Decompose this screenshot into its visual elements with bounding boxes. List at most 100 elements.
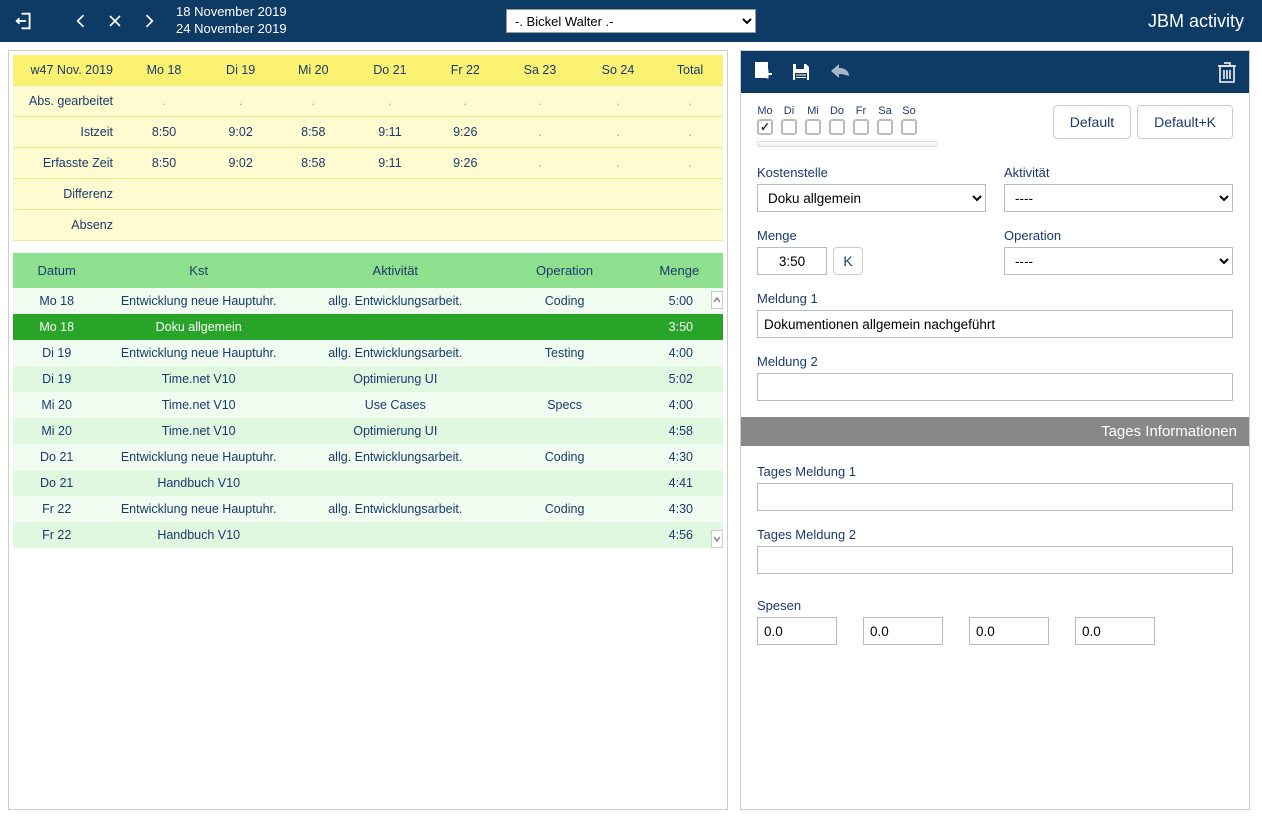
activity-row[interactable]: Fr 22Handbuch V104:56 xyxy=(13,522,723,548)
spesen-input[interactable] xyxy=(1075,617,1155,645)
day-checkbox[interactable] xyxy=(901,119,917,135)
activity-cell xyxy=(297,314,494,340)
day-box: Mo xyxy=(757,105,773,135)
day-checkbox[interactable] xyxy=(877,119,893,135)
summary-cell: . xyxy=(276,86,350,117)
new-icon[interactable] xyxy=(753,61,773,83)
right-panel: MoDiMiDoFrSaSo Default Default+K Kostens… xyxy=(740,50,1250,810)
activity-header[interactable]: Menge xyxy=(636,253,723,288)
activity-cell: Entwicklung neue Hauptuhr. xyxy=(100,444,297,470)
activity-cell: 4:41 xyxy=(636,470,723,496)
day-box: Do xyxy=(829,105,845,135)
summary-cell xyxy=(430,210,501,241)
activity-cell: Fr 22 xyxy=(13,522,100,548)
activity-row[interactable]: Mo 18Doku allgemein3:50 xyxy=(13,314,723,340)
activity-cell: Di 19 xyxy=(13,340,100,366)
summary-cell: . xyxy=(205,86,276,117)
summary-cell xyxy=(123,210,205,241)
summary-cell: . xyxy=(501,117,579,148)
header-nav-icons xyxy=(8,4,166,38)
aktivitaet-select[interactable]: ---- xyxy=(1004,184,1233,212)
activity-header[interactable]: Operation xyxy=(494,253,636,288)
summary-cell: 9:02 xyxy=(205,117,276,148)
summary-cell: . xyxy=(350,86,429,117)
activity-cell: Testing xyxy=(494,340,636,366)
tm1-input[interactable] xyxy=(757,483,1233,511)
left-panel: w47 Nov. 2019Mo 18Di 19Mi 20Do 21Fr 22Sa… xyxy=(8,50,728,810)
activity-row[interactable]: Do 21Handbuch V104:41 xyxy=(13,470,723,496)
summary-cell: 9:11 xyxy=(350,148,429,179)
logout-icon[interactable] xyxy=(8,4,42,38)
summary-cell xyxy=(657,179,723,210)
summary-day-header: So 24 xyxy=(579,55,657,86)
day-label: Do xyxy=(830,105,844,117)
activity-cell: Handbuch V10 xyxy=(100,522,297,548)
operation-select[interactable]: ---- xyxy=(1004,247,1233,275)
save-icon[interactable] xyxy=(791,62,811,82)
day-checkbox[interactable] xyxy=(805,119,821,135)
meldung1-input[interactable] xyxy=(757,310,1233,338)
activity-row[interactable]: Fr 22Entwicklung neue Hauptuhr.allg. Ent… xyxy=(13,496,723,522)
activity-header[interactable]: Kst xyxy=(100,253,297,288)
kostenstelle-select[interactable]: Doku allgemein xyxy=(757,184,986,212)
activity-cell: Specs xyxy=(494,392,636,418)
day-label: Mo xyxy=(757,105,772,117)
activity-row[interactable]: Di 19Time.net V10Optimierung UI5:02 xyxy=(13,366,723,392)
summary-cell: 9:26 xyxy=(430,117,501,148)
day-checkbox[interactable] xyxy=(829,119,845,135)
activity-row[interactable]: Do 21Entwicklung neue Hauptuhr.allg. Ent… xyxy=(13,444,723,470)
date-range: 18 November 2019 24 November 2019 xyxy=(176,4,287,38)
summary-cell: 9:11 xyxy=(350,117,429,148)
summary-cell: 8:50 xyxy=(123,148,205,179)
summary-cell: 8:58 xyxy=(276,148,350,179)
activity-cell: 4:58 xyxy=(636,418,723,444)
menge-input[interactable] xyxy=(757,247,827,275)
meldung2-label: Meldung 2 xyxy=(757,354,1233,369)
day-checkbox[interactable] xyxy=(781,119,797,135)
day-checkbox[interactable] xyxy=(853,119,869,135)
activity-row[interactable]: Mi 20Time.net V10Use CasesSpecs4:00 xyxy=(13,392,723,418)
activity-row[interactable]: Mi 20Time.net V10Optimierung UI4:58 xyxy=(13,418,723,444)
summary-cell xyxy=(350,179,429,210)
today-icon[interactable] xyxy=(98,4,132,38)
user-select[interactable]: -. Bickel Walter .- xyxy=(506,9,756,33)
meldung2-input[interactable] xyxy=(757,373,1233,401)
activity-header[interactable]: Aktivität xyxy=(297,253,494,288)
activity-row[interactable]: Mo 18Entwicklung neue Hauptuhr.allg. Ent… xyxy=(13,288,723,314)
day-slider[interactable] xyxy=(757,141,937,147)
summary-day-header: Mo 18 xyxy=(123,55,205,86)
spesen-input[interactable] xyxy=(863,617,943,645)
activity-header[interactable]: Datum xyxy=(13,253,100,288)
day-checkbox[interactable] xyxy=(757,119,773,135)
menge-k-button[interactable]: K xyxy=(833,247,863,275)
scroll-down-indicator[interactable] xyxy=(711,530,723,548)
summary-day-header: Fr 22 xyxy=(430,55,501,86)
activity-cell: Mi 20 xyxy=(13,392,100,418)
delete-icon[interactable] xyxy=(1217,61,1237,83)
activity-cell: 4:00 xyxy=(636,392,723,418)
activity-wrapper: DatumKstAktivitätOperationMenge Mo 18Ent… xyxy=(13,253,723,548)
day-box: Sa xyxy=(877,105,893,135)
tm1-label: Tages Meldung 1 xyxy=(757,464,1233,479)
activity-row[interactable]: Di 19Entwicklung neue Hauptuhr.allg. Ent… xyxy=(13,340,723,366)
activity-cell: 5:00 xyxy=(636,288,723,314)
spesen-input[interactable] xyxy=(969,617,1049,645)
header-bar: 18 November 2019 24 November 2019 -. Bic… xyxy=(0,0,1262,42)
summary-cell xyxy=(501,210,579,241)
summary-cell xyxy=(123,179,205,210)
prev-week-icon[interactable] xyxy=(64,4,98,38)
activity-cell xyxy=(494,418,636,444)
scroll-up-indicator[interactable] xyxy=(711,291,723,309)
next-week-icon[interactable] xyxy=(132,4,166,38)
activity-cell: Time.net V10 xyxy=(100,366,297,392)
kostenstelle-label: Kostenstelle xyxy=(757,165,986,180)
summary-cell xyxy=(430,179,501,210)
defaultk-button[interactable]: Default+K xyxy=(1137,105,1233,139)
default-button[interactable]: Default xyxy=(1053,105,1131,139)
summary-cell xyxy=(276,179,350,210)
spesen-input[interactable] xyxy=(757,617,837,645)
activity-cell: allg. Entwicklungsarbeit. xyxy=(297,496,494,522)
undo-icon[interactable] xyxy=(829,62,853,82)
summary-row-label: Abs. gearbeitet xyxy=(13,86,123,117)
tm2-input[interactable] xyxy=(757,546,1233,574)
